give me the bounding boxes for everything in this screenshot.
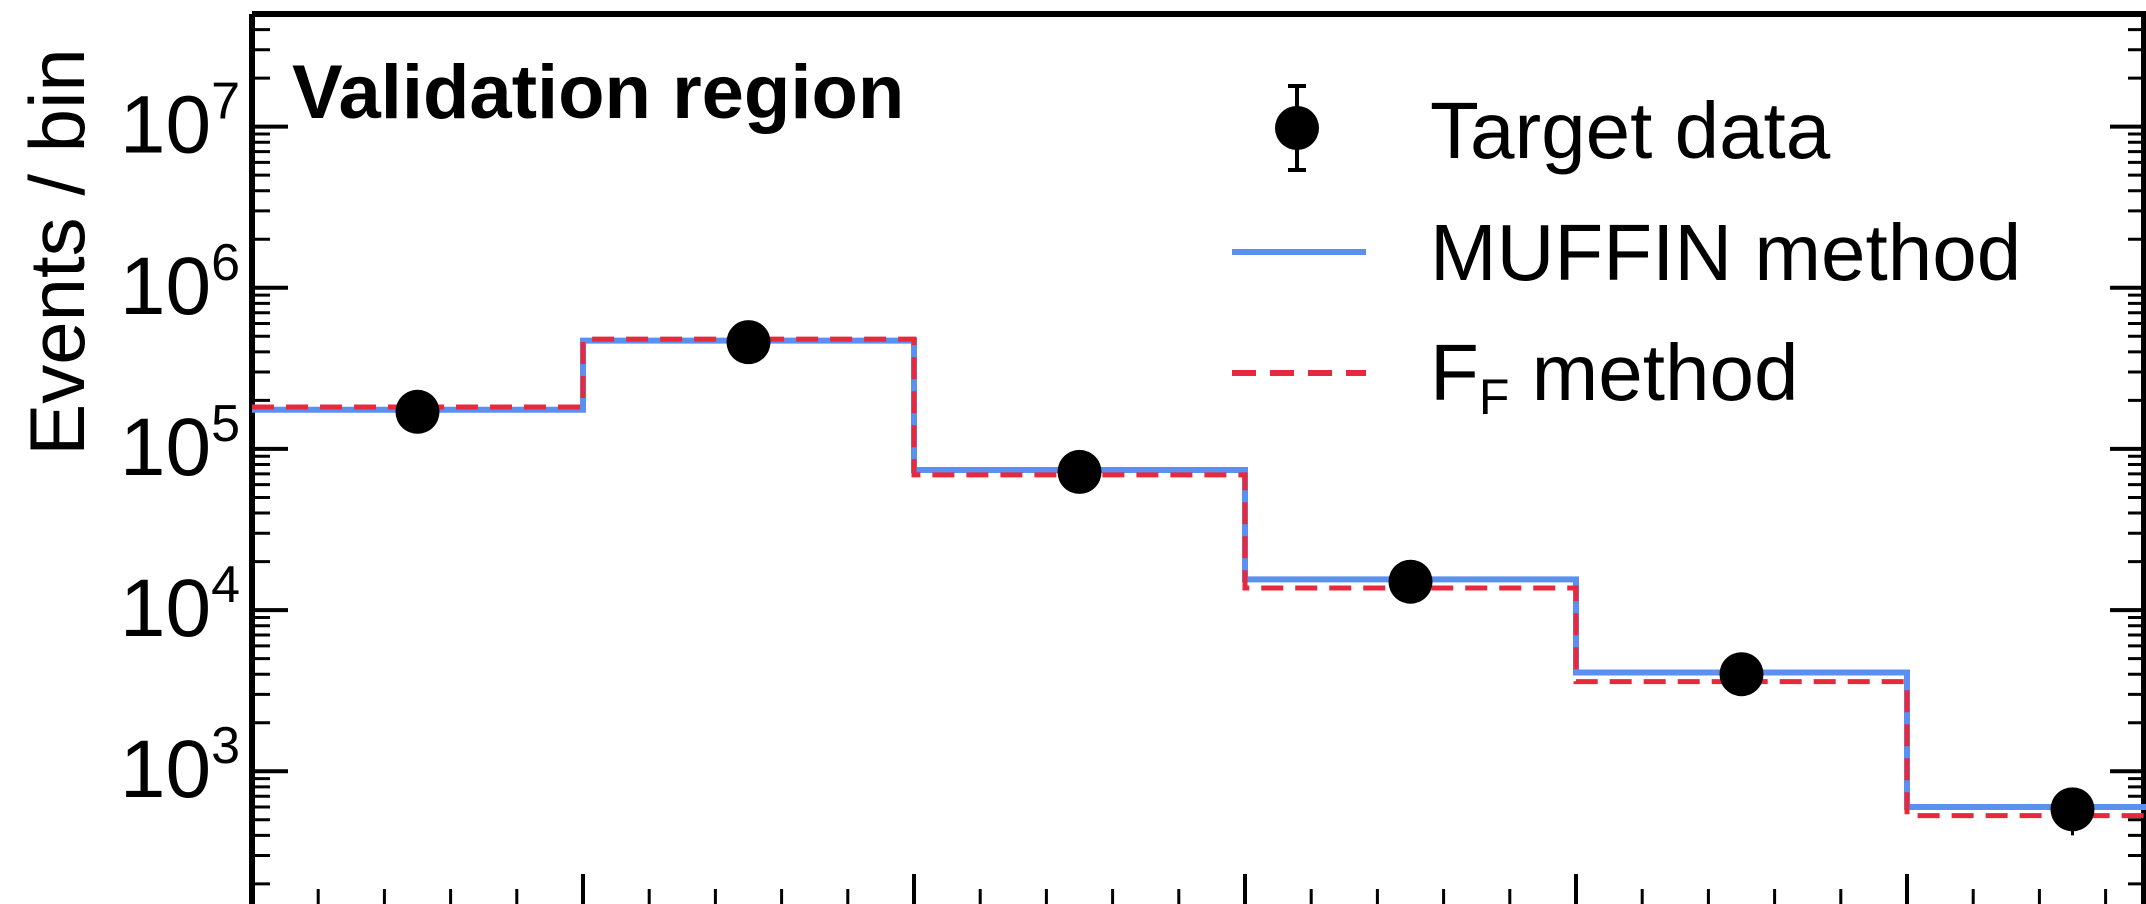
x-axis-ticks [316, 874, 2108, 904]
major-ticks [252, 124, 2146, 774]
legend-entry-ff: FF method [1232, 328, 1798, 425]
y-tick-label-base: 10 [120, 563, 211, 654]
ff-step-line [252, 336, 2146, 819]
y-tick-label-base: 10 [120, 402, 211, 493]
legend-ff-label-main: F [1430, 328, 1479, 417]
target-data-point [395, 389, 440, 434]
y-tick-label-base: 10 [120, 241, 211, 332]
legend-muffin-label: MUFFIN method [1430, 208, 2021, 297]
legend: Target data MUFFIN method FF method [1232, 84, 2021, 425]
y-tick-label-exponent: 4 [211, 556, 240, 614]
target-data-point [1057, 449, 1102, 494]
y-axis-label: Events / bin [13, 48, 101, 456]
legend-target-data-marker [1275, 106, 1319, 150]
target-data-point [726, 320, 771, 365]
y-tick-label: 107 [120, 73, 240, 171]
legend-target-data-label: Target data [1430, 86, 1831, 175]
y-tick-label-base: 10 [120, 80, 211, 171]
legend-entry-target-data: Target data [1275, 84, 1831, 175]
muffin-step-line [252, 337, 2146, 810]
plot-frame [249, 11, 2146, 904]
y-tick-label-exponent: 5 [211, 395, 240, 453]
target-data-point [2050, 787, 2095, 832]
region-annotation: Validation region [292, 50, 904, 135]
y-tick-label-exponent: 6 [211, 234, 240, 292]
legend-ff-label: FF method [1430, 328, 1798, 425]
y-tick-label-base: 10 [120, 724, 211, 815]
y-tick-label: 103 [120, 717, 240, 815]
y-tick-label: 104 [120, 556, 240, 654]
y-tick-label: 106 [120, 234, 240, 332]
target-data-point [1719, 652, 1764, 697]
y-tick-label: 105 [120, 395, 240, 493]
legend-ff-label-subscript: F [1479, 369, 1510, 425]
y-tick-label-exponent: 7 [211, 73, 240, 131]
series-layer [252, 320, 2146, 836]
legend-entry-muffin: MUFFIN method [1232, 208, 2021, 297]
y-tick-label-exponent: 3 [211, 717, 240, 775]
target-data-point [1388, 559, 1433, 604]
legend-ff-label-rest: method [1509, 328, 1798, 417]
minor-ticks [252, 12, 2146, 886]
